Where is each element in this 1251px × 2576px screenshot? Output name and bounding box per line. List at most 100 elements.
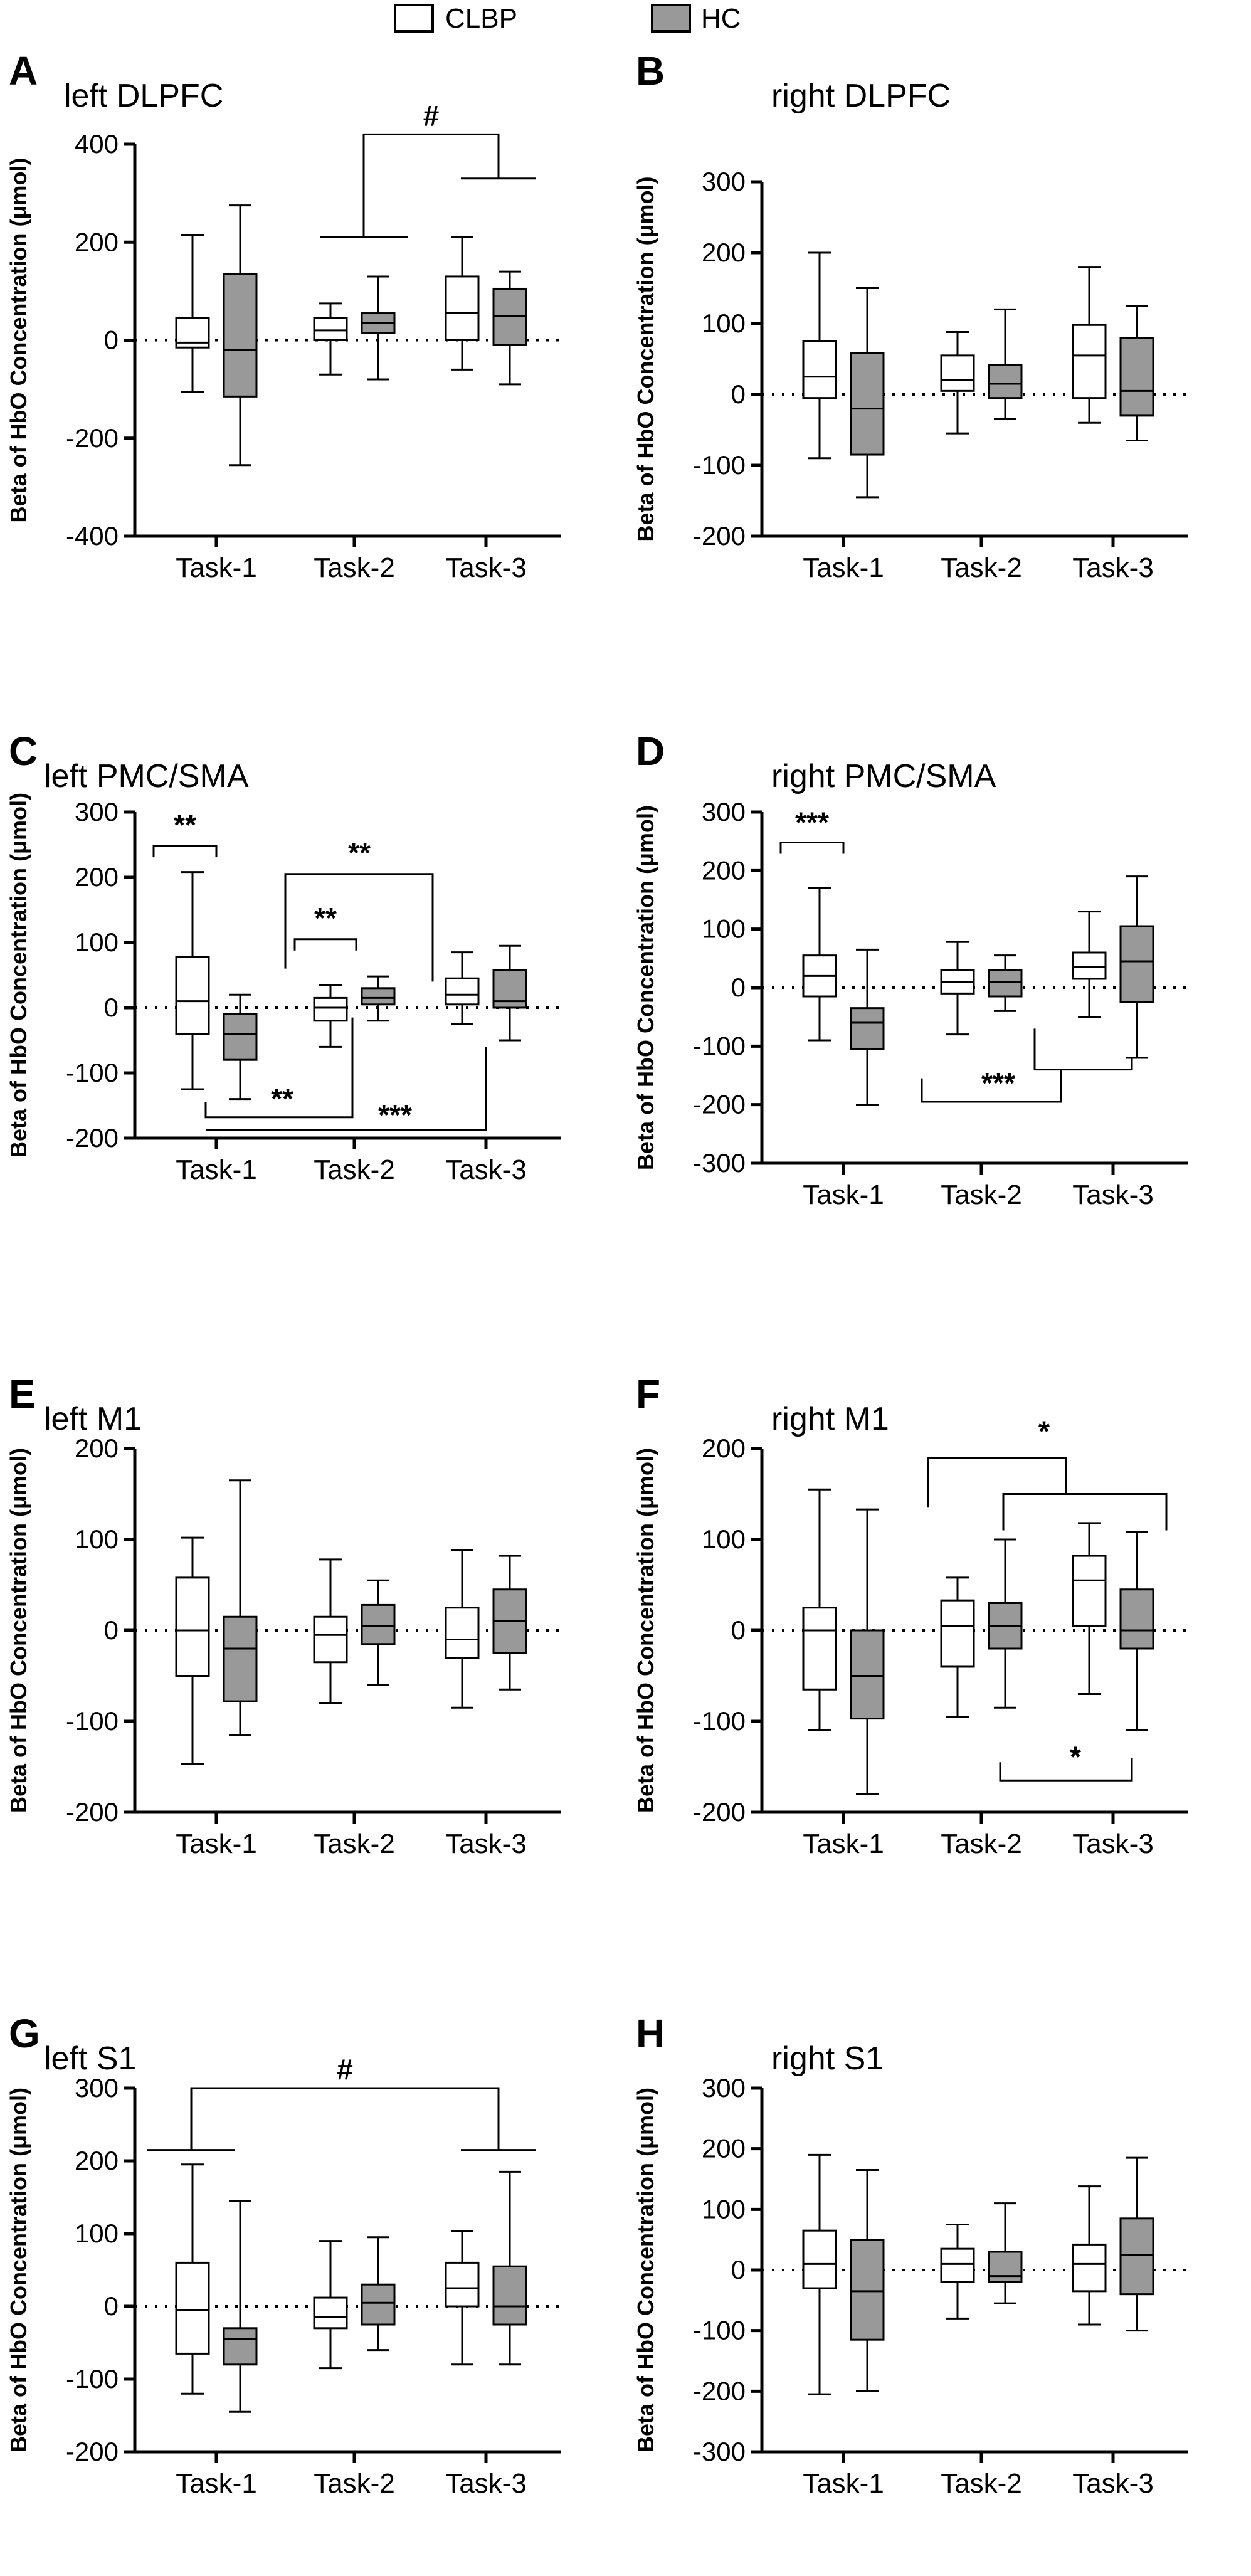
bracket-line — [206, 1047, 487, 1132]
box-iqr — [850, 2239, 885, 2341]
significance-annotation: ** — [152, 808, 218, 858]
x-tick-label: Task-3 — [1072, 552, 1154, 583]
x-tick-label: Task-1 — [803, 552, 884, 583]
box-clbp-task-2 — [313, 984, 348, 1048]
box-clbp-task-3 — [1072, 1522, 1107, 1695]
y-tick-label: -100 — [693, 1031, 746, 1060]
significance-label: ** — [314, 902, 337, 934]
box-hc-task-2 — [988, 2202, 1023, 2304]
x-tick-label: Task-1 — [176, 1829, 257, 1859]
box-hc-task-3 — [492, 2170, 527, 2366]
box-hc-task-3 — [492, 1555, 527, 1691]
y-tick-label: 0 — [104, 993, 119, 1022]
box-hc-task-3 — [1119, 1531, 1154, 1731]
x-tick-label: Task-1 — [176, 2468, 257, 2499]
legend-label-clbp: CLBP — [445, 3, 517, 34]
box-clbp-task-1 — [175, 2163, 210, 2395]
box-hc-task-2 — [361, 275, 396, 381]
significance-label: *** — [981, 1067, 1015, 1099]
x-tick-label: Task-3 — [445, 1154, 527, 1185]
box-iqr — [445, 1607, 480, 1659]
box-iqr — [361, 1603, 396, 1645]
y-tick-label: 0 — [104, 1615, 119, 1645]
y-tick-label: 100 — [75, 927, 119, 957]
box-clbp-task-2 — [313, 302, 348, 376]
panel-title-f: right M1 — [771, 1401, 889, 1437]
y-tick-label: 200 — [702, 238, 746, 267]
y-tick-label: -400 — [66, 521, 119, 551]
box-clbp-task-1 — [802, 1488, 837, 1731]
box-clbp-task-1 — [802, 251, 837, 460]
significance-label: # — [423, 99, 440, 132]
x-tick-label: Task-2 — [941, 552, 1022, 583]
y-tick-label: -200 — [66, 2437, 119, 2466]
box-clbp-task-3 — [1072, 2185, 1107, 2326]
box-iqr — [223, 273, 258, 398]
y-tick-label: -200 — [693, 1090, 746, 1119]
box-clbp-task-2 — [940, 331, 975, 435]
box-iqr — [313, 317, 348, 341]
box-hc-task-3 — [1119, 305, 1154, 441]
box-iqr — [445, 977, 480, 1006]
box-hc-task-1 — [223, 1479, 258, 1736]
x-tick-label: Task-1 — [176, 1154, 257, 1185]
significance-annotation: ** — [293, 902, 357, 951]
box-iqr — [988, 969, 1023, 998]
y-axis-label: Beta of HbO Concentration (μmol) — [633, 805, 658, 1170]
x-tick-label: Task-1 — [176, 552, 257, 583]
y-tick-label: 300 — [702, 167, 746, 196]
y-tick-label: 200 — [75, 1433, 119, 1463]
bracket-line — [293, 938, 357, 951]
y-axis-label: Beta of HbO Concentration (μmol) — [6, 1448, 31, 1813]
bracket-connector — [362, 133, 500, 238]
box-iqr — [313, 1615, 348, 1664]
panel-letter-e: E — [9, 1371, 36, 1417]
significance-label: ** — [271, 1082, 293, 1115]
box-iqr — [175, 2261, 210, 2355]
y-tick-label: 400 — [75, 129, 119, 159]
y-tick-label: 300 — [75, 2073, 119, 2103]
box-hc-task-1 — [223, 204, 258, 467]
y-tick-label: 100 — [75, 1524, 119, 1554]
panel-title-g: left S1 — [44, 2040, 136, 2077]
box-clbp-task-1 — [802, 2153, 837, 2395]
box-iqr — [940, 2247, 975, 2283]
box-clbp-task-2 — [313, 1558, 348, 1704]
y-tick-label: -200 — [693, 521, 746, 551]
box-iqr — [313, 996, 348, 1022]
y-tick-label: -300 — [693, 2437, 746, 2466]
bracket-line — [152, 845, 218, 858]
box-iqr — [445, 275, 480, 341]
bracket-connector — [190, 2087, 500, 2150]
box-iqr — [850, 1007, 885, 1050]
y-axis-label: Beta of HbO Concentration (μmol) — [6, 157, 31, 522]
y-tick-label: -200 — [693, 2376, 746, 2405]
box-iqr — [988, 2251, 1023, 2283]
y-tick-label: 0 — [731, 2255, 746, 2284]
box-hc-task-1 — [850, 287, 885, 499]
box-hc-task-1 — [223, 993, 258, 1101]
y-tick-label: 300 — [75, 797, 119, 826]
box-hc-task-2 — [988, 1538, 1023, 1709]
box-iqr — [445, 2261, 480, 2308]
bracket-line — [1002, 1493, 1168, 1531]
y-tick-label: 0 — [731, 1615, 746, 1645]
significance-label: ** — [174, 808, 196, 841]
significance-label: * — [1038, 1415, 1050, 1447]
y-axis-label: Beta of HbO Concentration (μmol) — [6, 793, 31, 1158]
y-tick-label: -100 — [693, 2316, 746, 2345]
significance-label: *** — [795, 806, 829, 839]
x-tick-label: Task-2 — [314, 2468, 395, 2499]
y-axis-label: Beta of HbO Concentration (μmol) — [633, 176, 658, 541]
box-iqr — [361, 987, 396, 1006]
panel-letter-a: A — [9, 48, 38, 93]
x-tick-label: Task-3 — [445, 2468, 527, 2499]
box-hc-task-1 — [850, 1508, 885, 1795]
